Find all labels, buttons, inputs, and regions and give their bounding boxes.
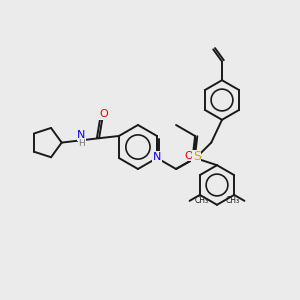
Text: N: N <box>192 154 200 164</box>
Text: O: O <box>99 110 108 119</box>
Text: H: H <box>78 139 85 148</box>
Text: S: S <box>193 151 201 164</box>
Text: CH₃: CH₃ <box>225 196 239 205</box>
Text: N: N <box>77 130 86 140</box>
Text: O: O <box>184 151 193 161</box>
Text: N: N <box>153 152 161 162</box>
Text: CH₃: CH₃ <box>195 196 209 205</box>
